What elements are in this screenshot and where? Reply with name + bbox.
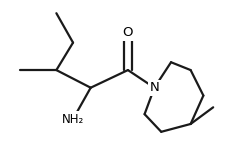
Text: N: N (150, 81, 159, 94)
Text: O: O (123, 26, 133, 39)
Text: NH₂: NH₂ (62, 113, 84, 126)
